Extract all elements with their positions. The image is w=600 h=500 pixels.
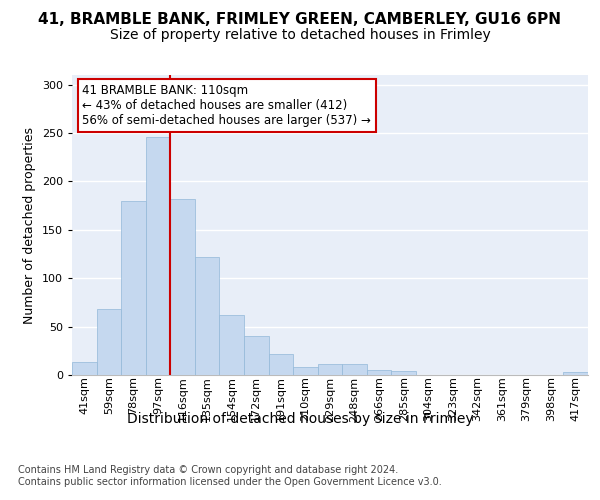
Bar: [170, 199, 195, 375]
Text: 41, BRAMBLE BANK, FRIMLEY GREEN, CAMBERLEY, GU16 6PN: 41, BRAMBLE BANK, FRIMLEY GREEN, CAMBERL…: [38, 12, 562, 28]
Bar: [244, 336, 269, 375]
Bar: [342, 364, 367, 375]
Text: Size of property relative to detached houses in Frimley: Size of property relative to detached ho…: [110, 28, 490, 42]
Bar: [220, 315, 244, 375]
Bar: [318, 364, 342, 375]
Bar: [121, 201, 146, 375]
Bar: [72, 362, 97, 375]
Bar: [269, 354, 293, 375]
Bar: [563, 372, 588, 375]
Y-axis label: Number of detached properties: Number of detached properties: [23, 126, 36, 324]
Text: Contains HM Land Registry data © Crown copyright and database right 2024.
Contai: Contains HM Land Registry data © Crown c…: [18, 465, 442, 486]
Bar: [391, 371, 416, 375]
Text: Distribution of detached houses by size in Frimley: Distribution of detached houses by size …: [127, 412, 473, 426]
Bar: [195, 257, 220, 375]
Bar: [367, 370, 391, 375]
Text: 41 BRAMBLE BANK: 110sqm
← 43% of detached houses are smaller (412)
56% of semi-d: 41 BRAMBLE BANK: 110sqm ← 43% of detache…: [82, 84, 371, 127]
Bar: [97, 309, 121, 375]
Bar: [146, 137, 170, 375]
Bar: [293, 368, 318, 375]
